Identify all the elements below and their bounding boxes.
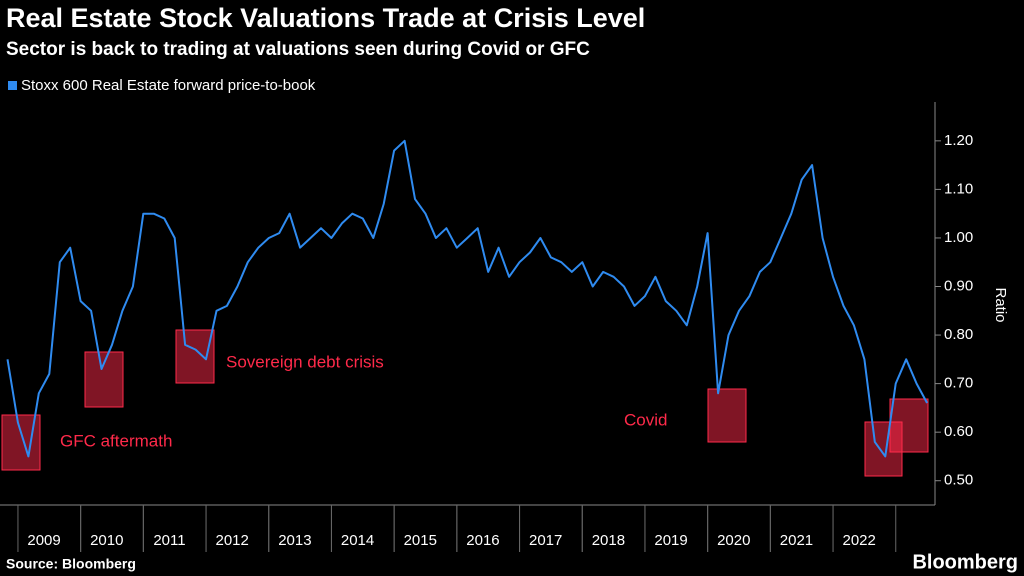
x-tick-label: 2018 [592,532,625,549]
source: Source: Bloomberg [6,556,136,572]
annotation: GFC aftermath [60,431,172,450]
chart-title: Real Estate Stock Valuations Trade at Cr… [6,3,645,33]
x-tick-label: 2010 [90,532,123,549]
annotation: Covid [624,410,667,429]
annotation: Sovereign debt crisis [226,352,384,371]
legend-swatch [8,81,17,90]
y-tick-label: 0.50 [944,472,973,489]
x-tick-label: 2009 [27,532,60,549]
legend-label: Stoxx 600 Real Estate forward price-to-b… [21,77,316,94]
x-tick-label: 2014 [341,532,374,549]
y-tick-label: 1.10 [944,180,973,197]
x-tick-label: 2017 [529,532,562,549]
x-tick-label: 2019 [654,532,687,549]
x-tick-label: 2013 [278,532,311,549]
x-tick-label: 2022 [842,532,875,549]
y-tick-label: 0.90 [944,277,973,294]
annotation-box [889,398,929,453]
y-axis-label: Ratio [992,287,1009,322]
y-tick-label: 0.60 [944,423,973,440]
chart-subtitle: Sector is back to trading at valuations … [6,39,590,60]
x-tick-label: 2011 [153,532,185,549]
annotation-box [707,388,747,443]
x-tick-label: 2012 [215,532,248,549]
y-tick-label: 0.80 [944,326,973,343]
y-tick-label: 1.20 [944,132,973,149]
x-tick-label: 2020 [717,532,750,549]
brand: Bloomberg [912,551,1018,573]
y-tick-label: 1.00 [944,229,973,246]
annotation-box [84,351,124,408]
x-tick-label: 2015 [404,532,437,549]
annotation-box [175,329,215,384]
line-series [6,139,928,458]
y-tick-label: 0.70 [944,375,973,392]
x-tick-label: 2016 [466,532,499,549]
x-tick-label: 2021 [780,532,813,549]
